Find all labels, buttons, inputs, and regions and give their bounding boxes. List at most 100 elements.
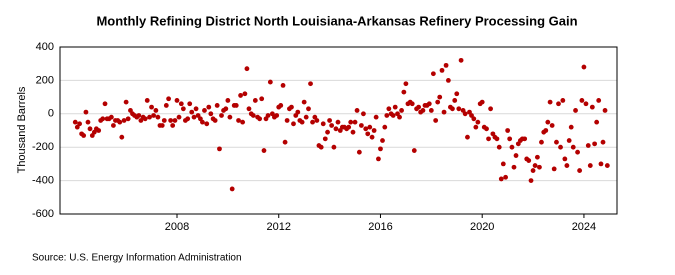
point xyxy=(267,79,273,85)
point xyxy=(236,118,241,123)
point xyxy=(191,114,197,120)
point xyxy=(458,57,464,63)
point xyxy=(204,121,210,127)
point xyxy=(320,121,326,127)
point xyxy=(327,118,332,123)
point xyxy=(348,119,354,125)
point xyxy=(155,114,161,120)
point xyxy=(566,138,572,143)
point xyxy=(153,108,159,113)
point xyxy=(208,111,214,117)
point xyxy=(575,149,580,155)
point xyxy=(219,113,224,118)
point xyxy=(522,136,528,142)
point xyxy=(498,176,504,182)
point xyxy=(187,101,193,107)
point xyxy=(136,113,142,118)
y-tick-label: -600 xyxy=(32,208,54,220)
point xyxy=(528,178,534,184)
point xyxy=(274,113,280,118)
point xyxy=(435,99,441,105)
point xyxy=(195,113,201,118)
point xyxy=(242,91,248,97)
point xyxy=(441,109,447,115)
point xyxy=(159,123,165,128)
point xyxy=(356,149,362,155)
x-tick-label: 2020 xyxy=(470,221,494,233)
point xyxy=(547,99,553,105)
point xyxy=(180,106,186,112)
point xyxy=(331,144,337,150)
point xyxy=(166,96,172,102)
point xyxy=(178,101,184,107)
point xyxy=(168,118,174,123)
point xyxy=(361,111,366,117)
point xyxy=(416,104,422,110)
point xyxy=(250,113,256,118)
point xyxy=(539,139,544,145)
point xyxy=(503,174,508,180)
point xyxy=(534,154,540,160)
point xyxy=(471,116,477,122)
point xyxy=(545,119,551,125)
point xyxy=(200,119,205,125)
point xyxy=(217,146,222,152)
point xyxy=(488,106,493,112)
point xyxy=(295,109,301,115)
source-note: Source: U.S. Energy Information Administ… xyxy=(32,253,242,264)
point xyxy=(261,148,267,153)
point xyxy=(454,91,460,97)
point xyxy=(585,143,591,148)
point xyxy=(600,139,606,145)
point xyxy=(397,114,402,120)
y-tick-label: 200 xyxy=(36,74,54,86)
point xyxy=(257,116,263,122)
point xyxy=(384,113,390,118)
y-tick-label: 400 xyxy=(36,41,54,53)
point xyxy=(85,119,91,125)
point xyxy=(350,129,356,135)
point xyxy=(411,148,417,153)
point xyxy=(532,163,538,168)
point xyxy=(399,108,404,113)
point xyxy=(382,124,388,130)
point xyxy=(365,131,371,137)
point xyxy=(376,156,381,162)
point xyxy=(163,103,169,108)
point xyxy=(462,111,468,117)
point xyxy=(291,121,296,127)
point xyxy=(373,114,379,120)
point xyxy=(102,101,108,107)
point xyxy=(426,101,432,107)
point xyxy=(386,106,392,112)
point xyxy=(119,134,125,140)
point xyxy=(333,126,339,132)
point xyxy=(392,104,398,110)
point xyxy=(121,118,127,123)
point xyxy=(233,103,239,108)
point xyxy=(147,114,152,120)
point xyxy=(409,101,415,107)
point xyxy=(496,144,502,150)
point xyxy=(318,144,324,150)
point xyxy=(526,158,532,163)
point xyxy=(469,113,474,118)
x-tick-label: 2016 xyxy=(368,221,392,233)
point xyxy=(144,98,150,103)
point xyxy=(475,119,481,125)
point xyxy=(329,123,335,128)
x-tick-label: 2024 xyxy=(572,221,596,233)
point xyxy=(83,109,89,115)
point xyxy=(346,124,352,130)
y-tick-label: -200 xyxy=(32,141,54,153)
point xyxy=(452,98,458,103)
point xyxy=(142,116,148,122)
point xyxy=(87,126,93,132)
point xyxy=(117,119,123,125)
point xyxy=(570,144,576,150)
point xyxy=(176,114,182,120)
point xyxy=(378,146,383,152)
point xyxy=(367,124,373,130)
point xyxy=(592,141,598,147)
